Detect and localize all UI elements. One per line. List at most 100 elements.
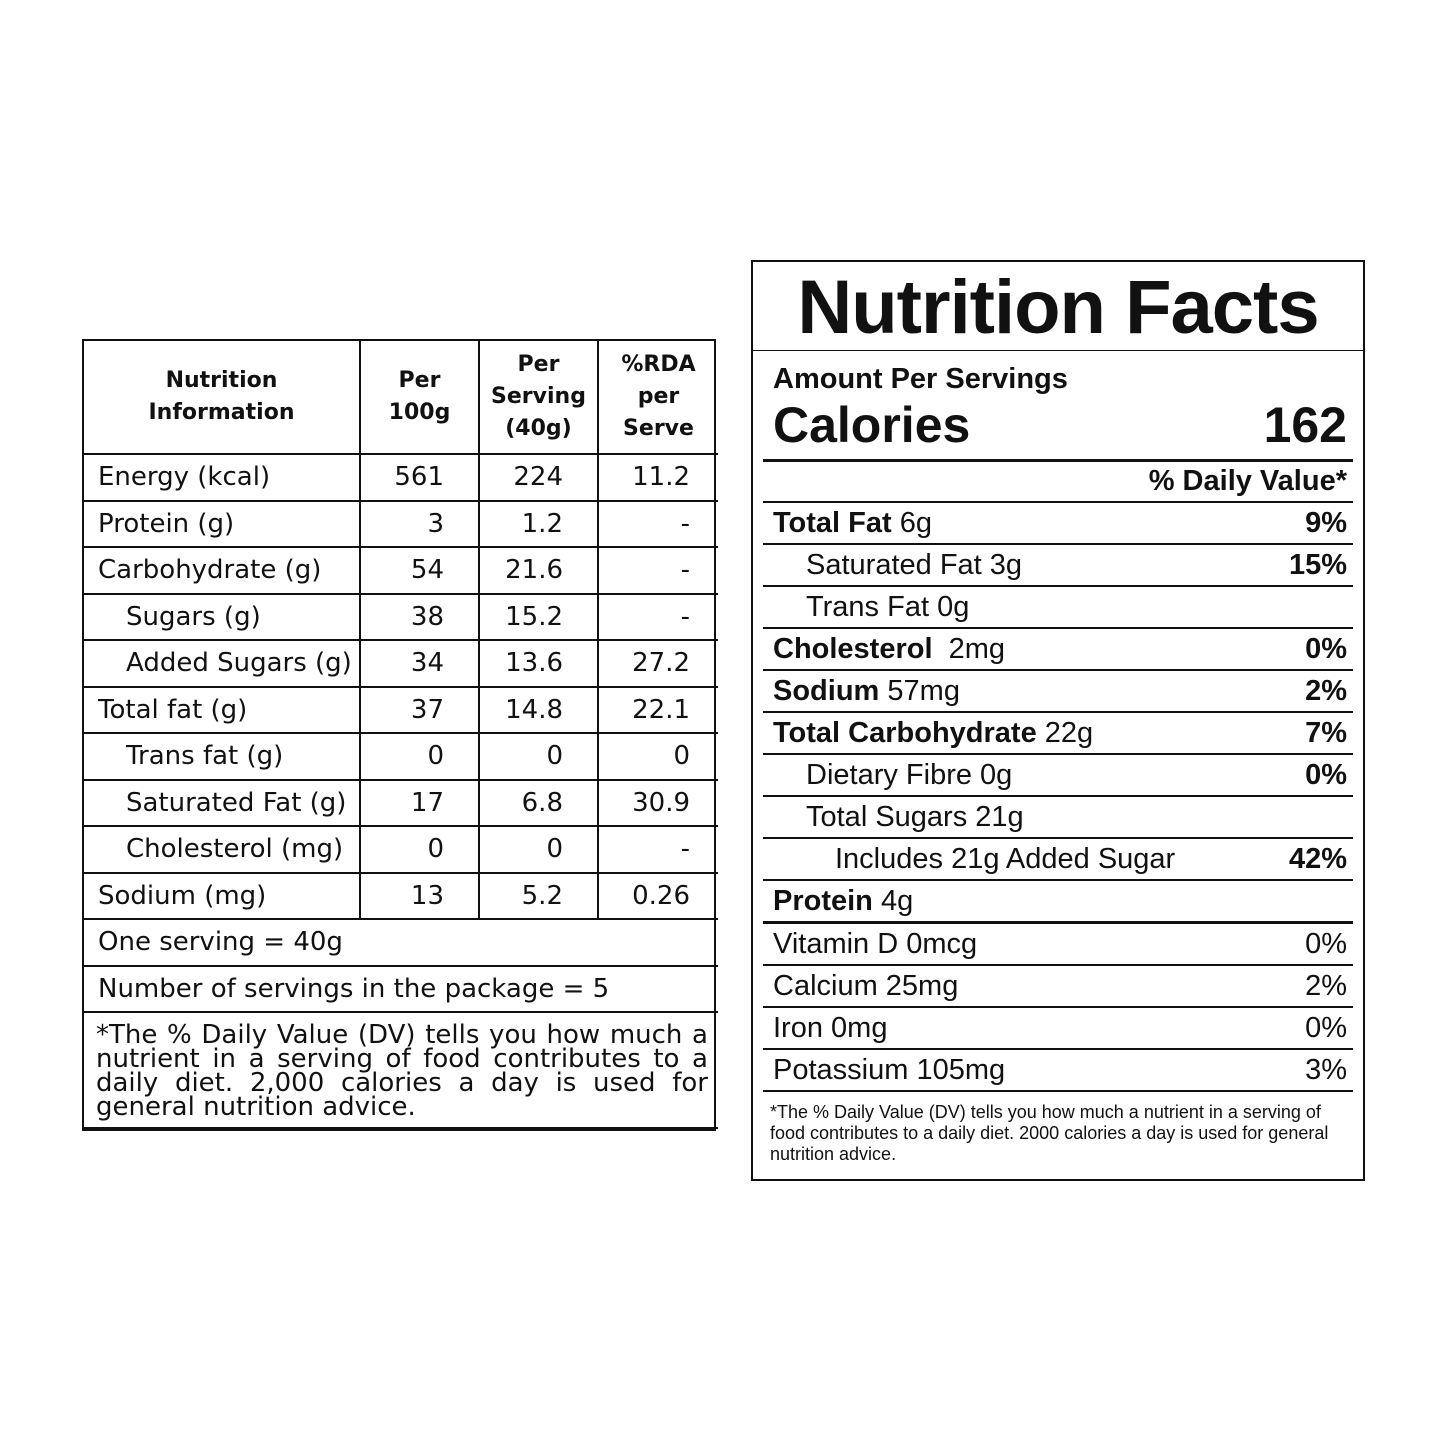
- serving-size-row: One serving = 40g: [84, 918, 718, 967]
- nutrient-row-saturated-fat: Saturated Fat 3g 15%: [763, 543, 1353, 585]
- nutrient-row-trans-fat: Trans Fat 0g: [763, 585, 1353, 627]
- daily-value-percent: 0%: [1305, 928, 1347, 960]
- nutrient-name: Energy (kcal): [84, 453, 361, 502]
- nutrient-label: Saturated Fat 3g: [806, 549, 1023, 581]
- per-100g-value: 561: [359, 453, 480, 502]
- nutrient-label-bold: Total Fat: [773, 507, 892, 539]
- nutrition-facts-title: Nutrition Facts: [797, 265, 1319, 350]
- nutrient-name: Cholesterol (mg): [84, 825, 361, 874]
- rda-value: 11.2: [597, 453, 718, 502]
- rda-value: 0: [597, 732, 718, 781]
- daily-value-percent: 3%: [1305, 1054, 1347, 1086]
- per-100g-value: 37: [359, 685, 480, 734]
- header-nutrition-information: Nutrition Information: [84, 341, 361, 455]
- table-row: Sodium (mg) 13 5.2 0.26: [84, 871, 718, 920]
- daily-value-percent: 7%: [1305, 717, 1347, 749]
- header-line: %RDA: [621, 352, 696, 377]
- nutrient-label: Vitamin D 0mcg: [773, 928, 978, 960]
- nutrient-label: Total Sugars 21g: [806, 801, 1024, 833]
- per-serving-value: 224: [478, 453, 599, 502]
- header-per-100g: Per 100g: [359, 341, 480, 455]
- calories-label: Calories: [773, 397, 971, 453]
- nutrient-label-bold: Total Carbohydrate: [773, 717, 1037, 749]
- per-100g-value: 3: [359, 499, 480, 548]
- nutrient-row-added-sugar: Includes 21g Added Sugar 42%: [763, 837, 1353, 879]
- header-rda-per-serve: %RDA per Serve: [597, 341, 718, 455]
- amount-per-serving-label: Amount Per Servings: [773, 363, 1068, 395]
- daily-value-percent: 15%: [1288, 549, 1347, 581]
- per-serving-value: 21.6: [478, 546, 599, 595]
- nutrient-row-calcium: Calcium 25mg 2%: [763, 964, 1353, 1006]
- title-divider: [753, 350, 1363, 351]
- daily-value-header: % Daily Value*: [1148, 465, 1347, 497]
- rows-bottom-divider: [763, 1090, 1353, 1092]
- rda-value: -: [597, 825, 718, 874]
- nutrient-row-potassium: Potassium 105mg 3%: [763, 1048, 1353, 1090]
- calories-value: 162: [1263, 397, 1347, 453]
- nutrient-label: Includes 21g Added Sugar: [835, 843, 1176, 875]
- servings-per-package-row: Number of servings in the package = 5: [84, 964, 718, 1013]
- daily-value-percent: 0%: [1305, 633, 1347, 665]
- daily-value-footnote: *The % Daily Value (DV) tells you how mu…: [770, 1102, 1329, 1164]
- nutrient-name: Trans fat (g): [84, 732, 361, 781]
- per-100g-value: 38: [359, 592, 480, 641]
- nutrient-name: Added Sugars (g): [84, 639, 361, 688]
- header-line: per: [637, 384, 680, 409]
- nutrient-row-total-fat: Total Fat 6g 9%: [763, 501, 1353, 543]
- rda-value: 22.1: [597, 685, 718, 734]
- nutrient-amount: 4g: [872, 885, 914, 917]
- nutrient-amount: 22g: [1036, 717, 1094, 749]
- rda-value: -: [597, 546, 718, 595]
- info-header-row: Nutrition Information Per 100g Per Servi…: [84, 341, 718, 455]
- nutrient-label: Iron 0mg: [773, 1012, 888, 1044]
- header-line: (40g): [505, 416, 572, 441]
- per-100g-value: 54: [359, 546, 480, 595]
- per-100g-value: 13: [359, 871, 480, 920]
- table-row: Added Sugars (g) 34 13.6 27.2: [84, 639, 718, 688]
- servings-per-package-text: Number of servings in the package = 5: [84, 964, 718, 1013]
- nutrient-label: Trans Fat 0g: [806, 591, 970, 623]
- nutrient-row-cholesterol: Cholesterol 2mg 0%: [763, 627, 1353, 669]
- header-line: Per: [398, 368, 441, 393]
- header-line: 100g: [388, 400, 451, 425]
- header-line: Information: [148, 400, 295, 425]
- daily-value-percent: 2%: [1305, 970, 1347, 1002]
- nutrient-label-bold: Sodium: [773, 675, 880, 707]
- rda-value: -: [597, 592, 718, 641]
- table-row: Saturated Fat (g) 17 6.8 30.9: [84, 778, 718, 827]
- nutrient-rows: Total Fat 6g 9% Saturated Fat 3g 15% Tra…: [763, 501, 1353, 1092]
- daily-value-percent: 0%: [1305, 759, 1347, 791]
- rda-value: -: [597, 499, 718, 548]
- table-row: Energy (kcal) 561 224 11.2: [84, 453, 718, 502]
- table-row: Cholesterol (mg) 0 0 -: [84, 825, 718, 874]
- nutrient-label: Dietary Fibre 0g: [806, 759, 1013, 791]
- daily-value-percent: 42%: [1288, 843, 1347, 875]
- serving-size-text: One serving = 40g: [84, 918, 718, 967]
- rda-value: 0.26: [597, 871, 718, 920]
- per-100g-value: 34: [359, 639, 480, 688]
- rda-value: 30.9: [597, 778, 718, 827]
- header-line: Serving: [491, 384, 586, 409]
- per-serving-value: 1.2: [478, 499, 599, 548]
- header-line: Per: [517, 352, 560, 377]
- nutrient-amount: 6g: [891, 507, 933, 539]
- header-line: Nutrition: [165, 368, 278, 393]
- nutrient-row-total-carbohydrate: Total Carbohydrate 22g 7%: [763, 711, 1353, 753]
- table-row: Protein (g) 3 1.2 -: [84, 499, 718, 548]
- rda-value: 27.2: [597, 639, 718, 688]
- daily-value-footnote: *The % Daily Value (DV) tells you how mu…: [84, 1011, 718, 1129]
- nutrient-row-sodium: Sodium 57mg 2%: [763, 669, 1353, 711]
- nutrient-row-protein: Protein 4g: [763, 879, 1353, 921]
- nutrient-row-dietary-fibre: Dietary Fibre 0g 0%: [763, 753, 1353, 795]
- daily-value-percent: 9%: [1305, 507, 1347, 539]
- per-100g-value: 0: [359, 825, 480, 874]
- header-per-serving: Per Serving (40g): [478, 341, 599, 455]
- nutrient-label-bold: Cholesterol: [773, 633, 933, 665]
- nutrient-row-total-sugars: Total Sugars 21g: [763, 795, 1353, 837]
- nutrition-facts-label: Nutrition Facts Amount Per Servings Calo…: [751, 260, 1365, 1181]
- nutrient-name: Sodium (mg): [84, 871, 361, 920]
- nutrition-information-table: Nutrition Information Per 100g Per Servi…: [82, 339, 718, 1131]
- per-serving-value: 14.8: [478, 685, 599, 734]
- daily-value-percent: 2%: [1305, 675, 1347, 707]
- nutrient-row-vitamin-d: Vitamin D 0mcg 0%: [763, 921, 1353, 964]
